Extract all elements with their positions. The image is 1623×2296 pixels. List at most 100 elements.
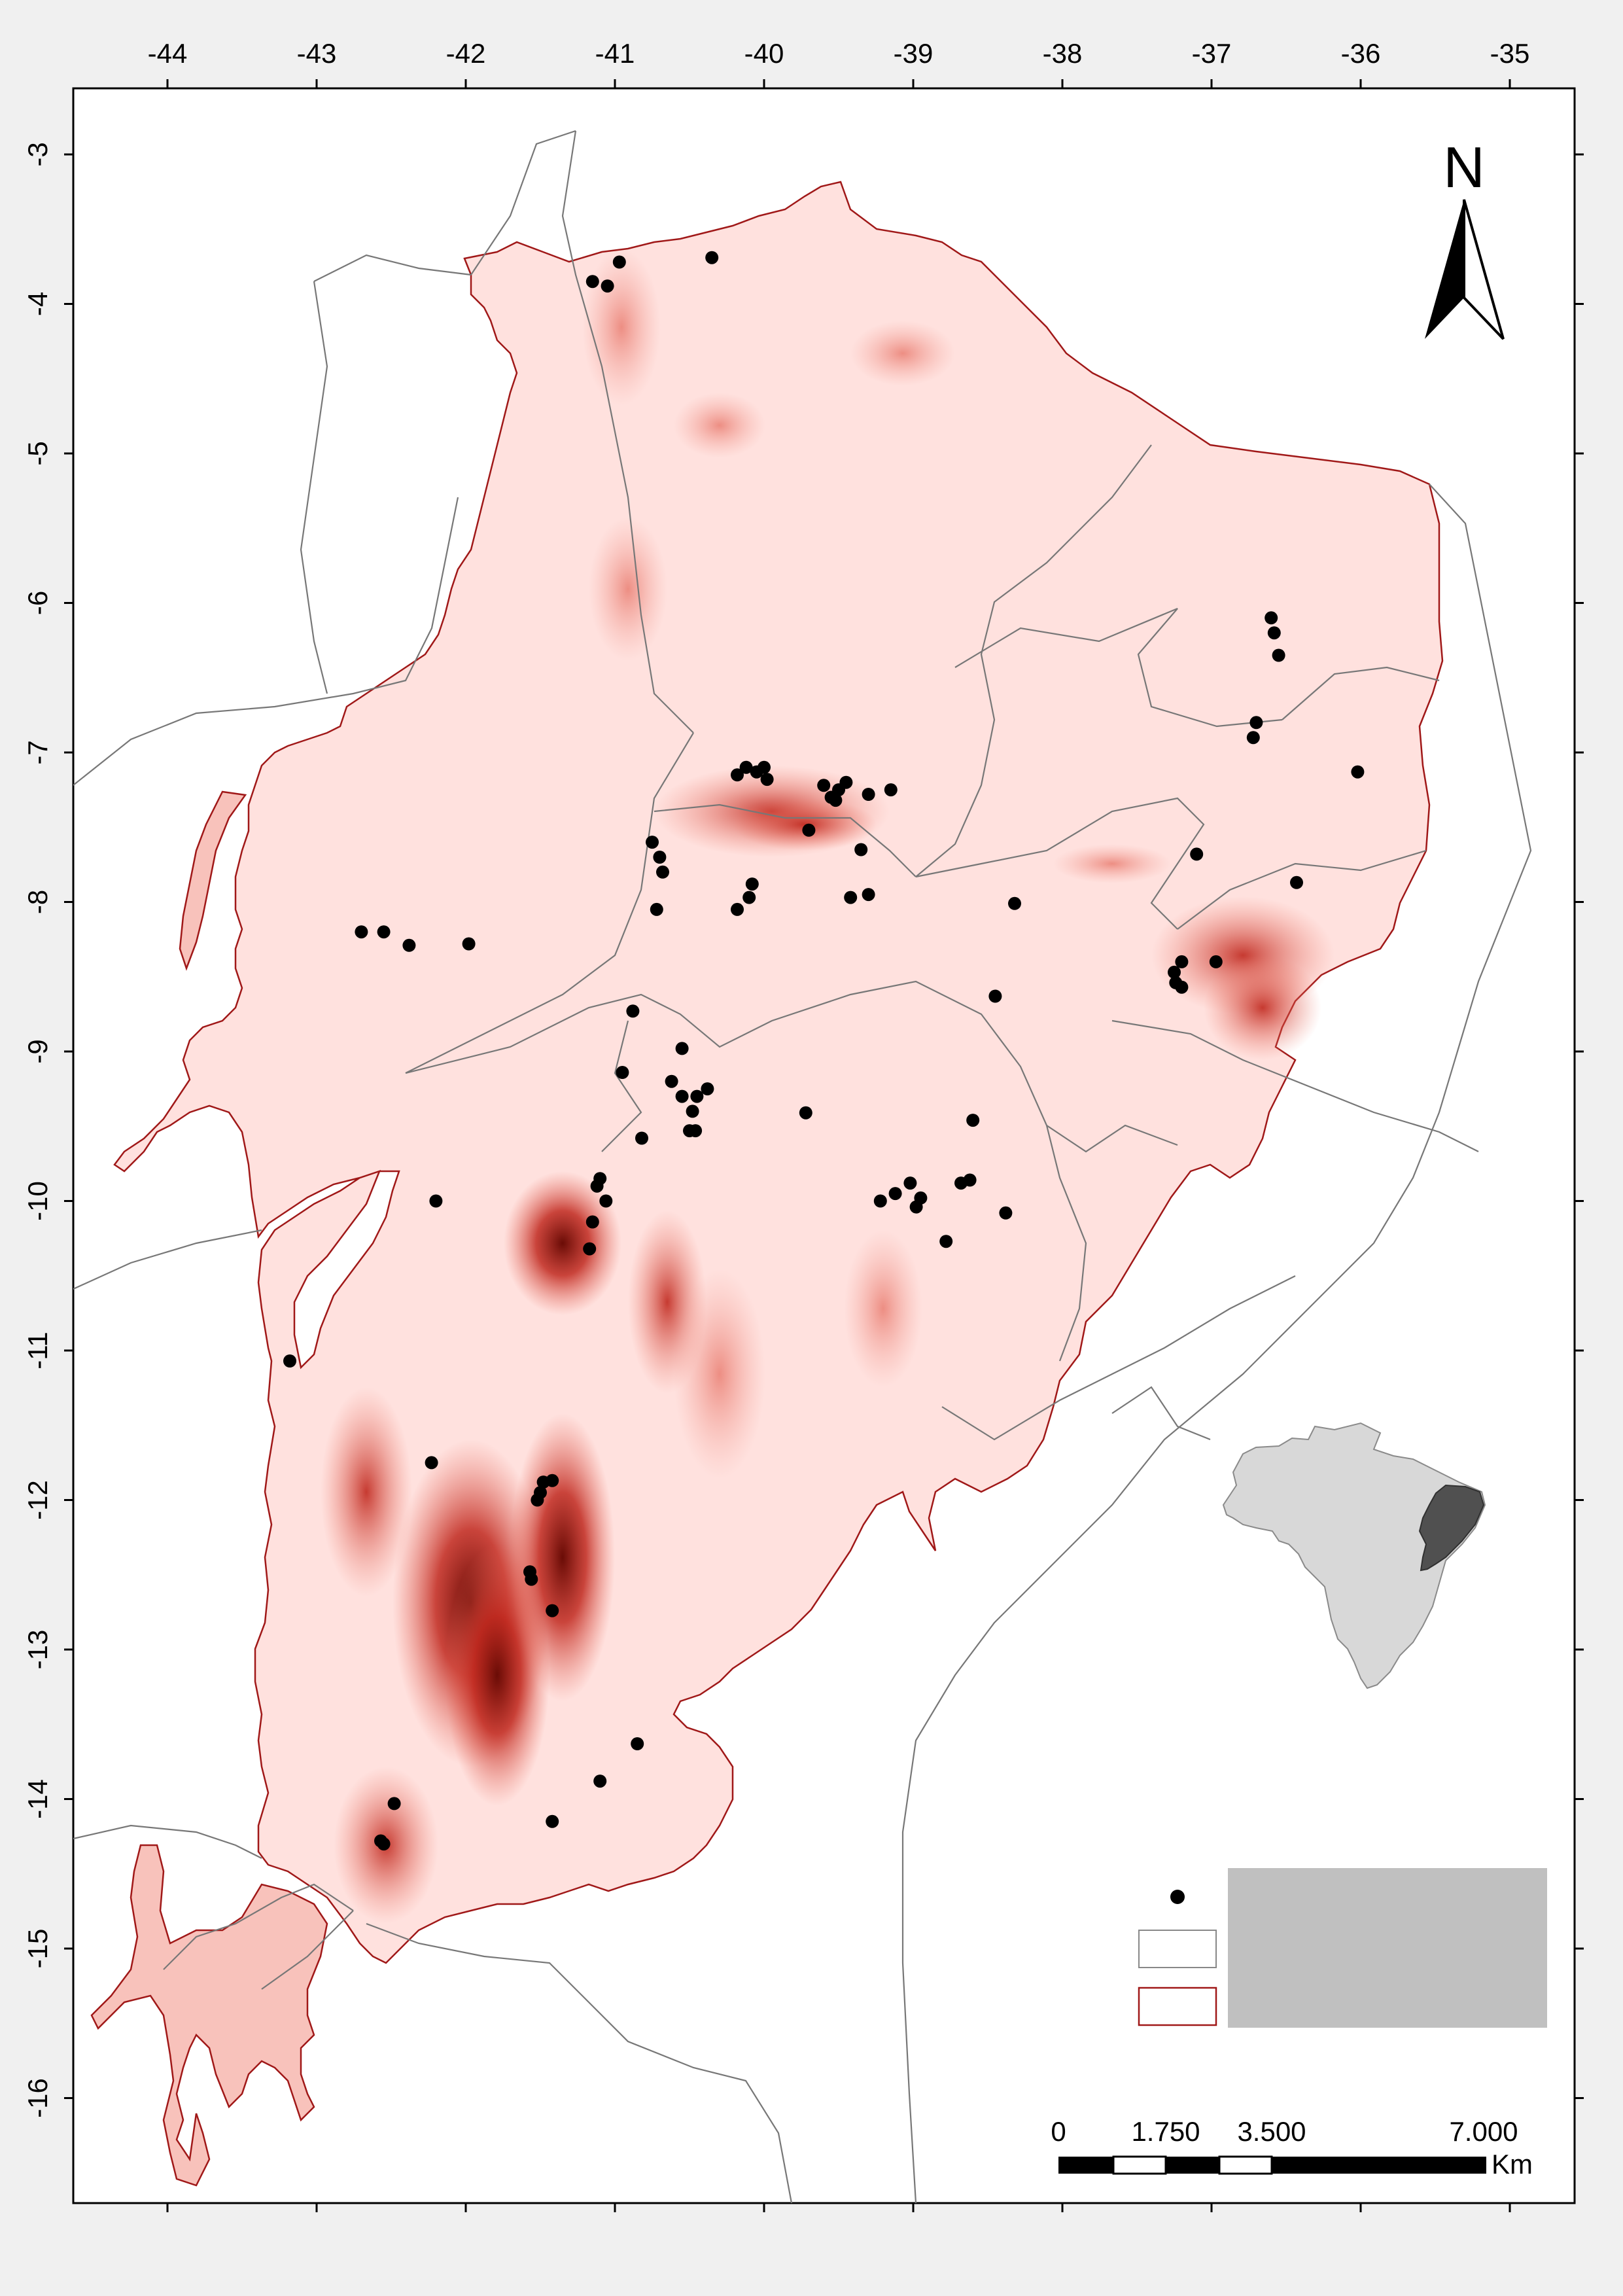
y-tick-label: -10 [22,1181,53,1221]
occurrence-point-36 [665,1074,678,1088]
occurrence-point-80 [1249,716,1263,730]
legend-point-symbol [1170,1890,1185,1904]
occurrence-point-2 [601,279,614,293]
occurrence-point-57 [909,1200,923,1214]
scale-bar-seg-2 [1112,2155,1167,2175]
occurrence-point-81 [1246,731,1260,745]
scale-label-3500: 3.500 [1237,2116,1306,2147]
scale-bar-seg-4 [1218,2155,1273,2175]
x-tick-label: -41 [595,38,635,69]
occurrence-point-44 [799,1106,812,1120]
occurrence-point-28 [1008,896,1021,910]
occurrence-point-67 [534,1486,547,1500]
legend [1138,1868,1547,2028]
occurrence-point-49 [599,1194,613,1208]
occurrence-point-35 [616,1066,629,1079]
occurrence-point-8 [760,773,774,786]
occurrence-point-10 [817,779,831,792]
y-tick-label: -6 [22,591,53,615]
occurrence-point-23 [745,877,759,891]
x-tick-label: -44 [148,38,188,69]
occurrence-point-17 [802,823,816,837]
scale-bar: 0 1.750 3.500 7.000 Km [1051,2116,1533,2180]
occurrence-point-60 [999,1206,1013,1220]
occurrence-point-45 [966,1114,980,1127]
inset-brazil-map [1222,1422,1486,1689]
y-tick-label: -14 [22,1779,53,1819]
legend-boundary-swatch [1138,1930,1217,1968]
scale-unit-label: Km [1492,2149,1533,2180]
occurrence-point-30 [377,925,391,939]
y-tick-label: -9 [22,1039,53,1063]
legend-obscured-box [1228,1868,1547,2028]
occurrence-point-69 [525,1572,538,1586]
occurrence-point-76 [377,1837,391,1851]
occurrence-point-25 [731,902,744,916]
north-arrow: N [1425,135,1505,340]
y-tick-label: -3 [22,142,53,166]
occurrence-point-19 [646,836,659,849]
y-tick-label: -13 [22,1630,53,1670]
occurrence-point-79 [1272,648,1285,662]
occurrence-point-85 [1175,955,1189,968]
occurrence-point-33 [626,1004,640,1018]
occurrence-point-54 [888,1187,902,1201]
occurrence-point-62 [283,1354,296,1368]
occurrence-point-34 [675,1042,689,1055]
occurrence-point-46 [988,989,1002,1003]
study-region-sw-lobe [90,1844,328,2187]
occurrence-point-78 [1267,626,1281,640]
occurrence-point-13 [839,775,853,789]
occurrence-point-22 [650,902,663,916]
occurrence-point-65 [546,1474,559,1487]
occurrence-point-48 [590,1179,604,1193]
occurrence-point-6 [739,760,753,774]
occurrence-point-89 [1209,955,1223,968]
scale-bar-seg-3 [1166,2157,1219,2174]
occurrence-point-31 [402,938,416,952]
x-tick-label: -36 [1341,38,1381,69]
occurrence-point-59 [963,1173,977,1187]
occurrence-point-3 [612,255,626,269]
occurrence-point-38 [690,1089,704,1103]
scale-bar-seg-1 [1058,2157,1113,2174]
occurrence-point-26 [844,891,858,904]
occurrence-point-52 [429,1194,443,1208]
y-tick-label: -7 [22,740,53,764]
occurrence-point-32 [462,937,476,951]
x-tick-label: -38 [1043,38,1083,69]
occurrence-point-16 [884,783,898,797]
occurrence-point-24 [742,891,756,904]
occurrence-point-20 [653,851,667,864]
occurrence-point-83 [1190,847,1204,861]
axis-ticks: -44 -43 -42 -41 -40 -39 -38 -37 -36 -35 -3 -4 -5 -6 -7… [22,38,1584,2212]
y-tick-label: -11 [22,1332,53,1369]
scale-label-1750: 1.750 [1131,2116,1200,2147]
occurrence-point-74 [387,1797,401,1810]
x-tick-label: -39 [894,38,934,69]
y-tick-label: -4 [22,292,53,316]
occurrence-point-84 [1290,875,1303,889]
occurrence-point-50 [585,1215,599,1229]
study-region-nw-tongue [179,790,247,971]
occurrence-point-70 [546,1604,559,1617]
occurrence-point-88 [1175,980,1189,994]
occurrence-point-63 [425,1456,438,1470]
x-tick-label: -37 [1192,38,1232,69]
occurrence-point-55 [903,1176,917,1190]
occurrence-points [283,251,1365,1851]
x-tick-label: -35 [1490,38,1530,69]
occurrence-point-77 [1265,611,1278,625]
x-tick-label: -40 [744,38,784,69]
occurrence-point-43 [635,1131,648,1145]
inset-study-area-highlight [1418,1484,1485,1572]
y-tick-label: -12 [22,1480,53,1520]
occurrence-point-9 [758,760,771,774]
occurrence-point-15 [862,788,875,801]
occurrence-point-21 [656,865,669,879]
admin-boundaries [73,130,1532,2203]
occurrence-point-1 [585,275,599,289]
occurrence-point-40 [686,1104,699,1118]
occurrence-point-86 [1168,965,1181,979]
